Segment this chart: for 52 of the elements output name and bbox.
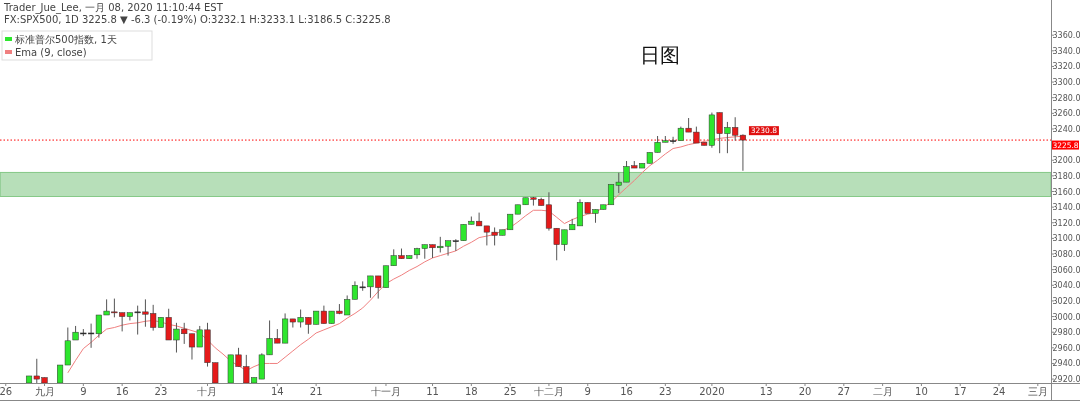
- x-tick-label: 20: [798, 386, 812, 397]
- y-tick-label: 3260.0: [1052, 109, 1080, 119]
- x-tick-label: 9: [584, 386, 591, 397]
- x-tick-label: 三月: [1027, 386, 1048, 397]
- y-tick-label: 3280.0: [1052, 93, 1080, 103]
- y-tick-label: 3040.0: [1052, 281, 1080, 291]
- y-tick-label: 3300.0: [1052, 78, 1080, 88]
- x-tick-label: 十一月: [370, 386, 401, 397]
- legend-label: Ema (9, close): [15, 47, 87, 58]
- annotation: Trader_Jue_Lee, 一月 08, 2020 11:10:44 EST: [3, 2, 224, 14]
- legend-label: 标准普尔500指数, 1天: [14, 34, 117, 45]
- x-tick-label: 16: [620, 386, 633, 397]
- y-tick-label: 3320.0: [1052, 62, 1080, 72]
- x-tick-label: 二月: [872, 386, 893, 397]
- x-tick-label: 14: [270, 386, 284, 397]
- x-tick-label: 十月: [197, 386, 218, 397]
- y-tick-label: 3120.0: [1052, 218, 1080, 228]
- y-tick-label: 3160.0: [1052, 187, 1080, 197]
- y-tick-label: 3100.0: [1052, 234, 1080, 244]
- y-tick-label: 3080.0: [1052, 250, 1080, 260]
- text: 日图: [640, 43, 680, 67]
- x-tick-label: 21: [309, 386, 323, 397]
- x-tick-label: 27: [837, 386, 851, 397]
- x-tick-label: 17: [953, 386, 967, 397]
- y-tick-label: 3000.0: [1052, 312, 1080, 322]
- y-tick-label: 3240.0: [1052, 124, 1080, 134]
- x-tick-label: 9: [80, 386, 87, 397]
- x-tick-label: 25: [503, 386, 517, 397]
- y-tick-label: 3200.0: [1052, 156, 1080, 166]
- x-tick-label: 十二月: [533, 386, 564, 397]
- x-tick-label: 2020: [699, 386, 725, 397]
- x-tick-label: 13: [759, 386, 773, 397]
- y-tick-label: 3360.0: [1052, 31, 1080, 41]
- x-tick-label: 九月: [34, 386, 55, 397]
- x-tick-label: 24: [992, 386, 1006, 397]
- x-tick-label: 16: [115, 386, 129, 397]
- y-tick-label: 2960.0: [1052, 343, 1080, 353]
- y-tick-label: 2940.0: [1052, 359, 1080, 369]
- x-tick-label: 11: [426, 386, 439, 397]
- x-tick-label: 23: [154, 386, 168, 397]
- y-tick-label: 3060.0: [1052, 265, 1080, 275]
- y-tick-label: 2980.0: [1052, 328, 1080, 338]
- y-tick-label: 3340.0: [1052, 46, 1080, 56]
- annotation: FX:SPX500, 1D 3225.8 ▼ -6.3 (-0.19%) O:3232.1 H:3233.1 L:3186.5 C:3225.8: [4, 14, 391, 25]
- y-tick-label: 2920.0: [1052, 375, 1080, 385]
- x-tick-label: 10: [915, 386, 928, 397]
- y-tick-label: 3020.0: [1052, 296, 1080, 306]
- y-tick-label: 3180.0: [1052, 171, 1080, 181]
- x-tick-label: 26: [0, 386, 13, 397]
- x-tick-label: 23: [658, 386, 672, 397]
- x-tick-label: 18: [464, 386, 478, 397]
- y-tick-label: 3140.0: [1052, 203, 1080, 213]
